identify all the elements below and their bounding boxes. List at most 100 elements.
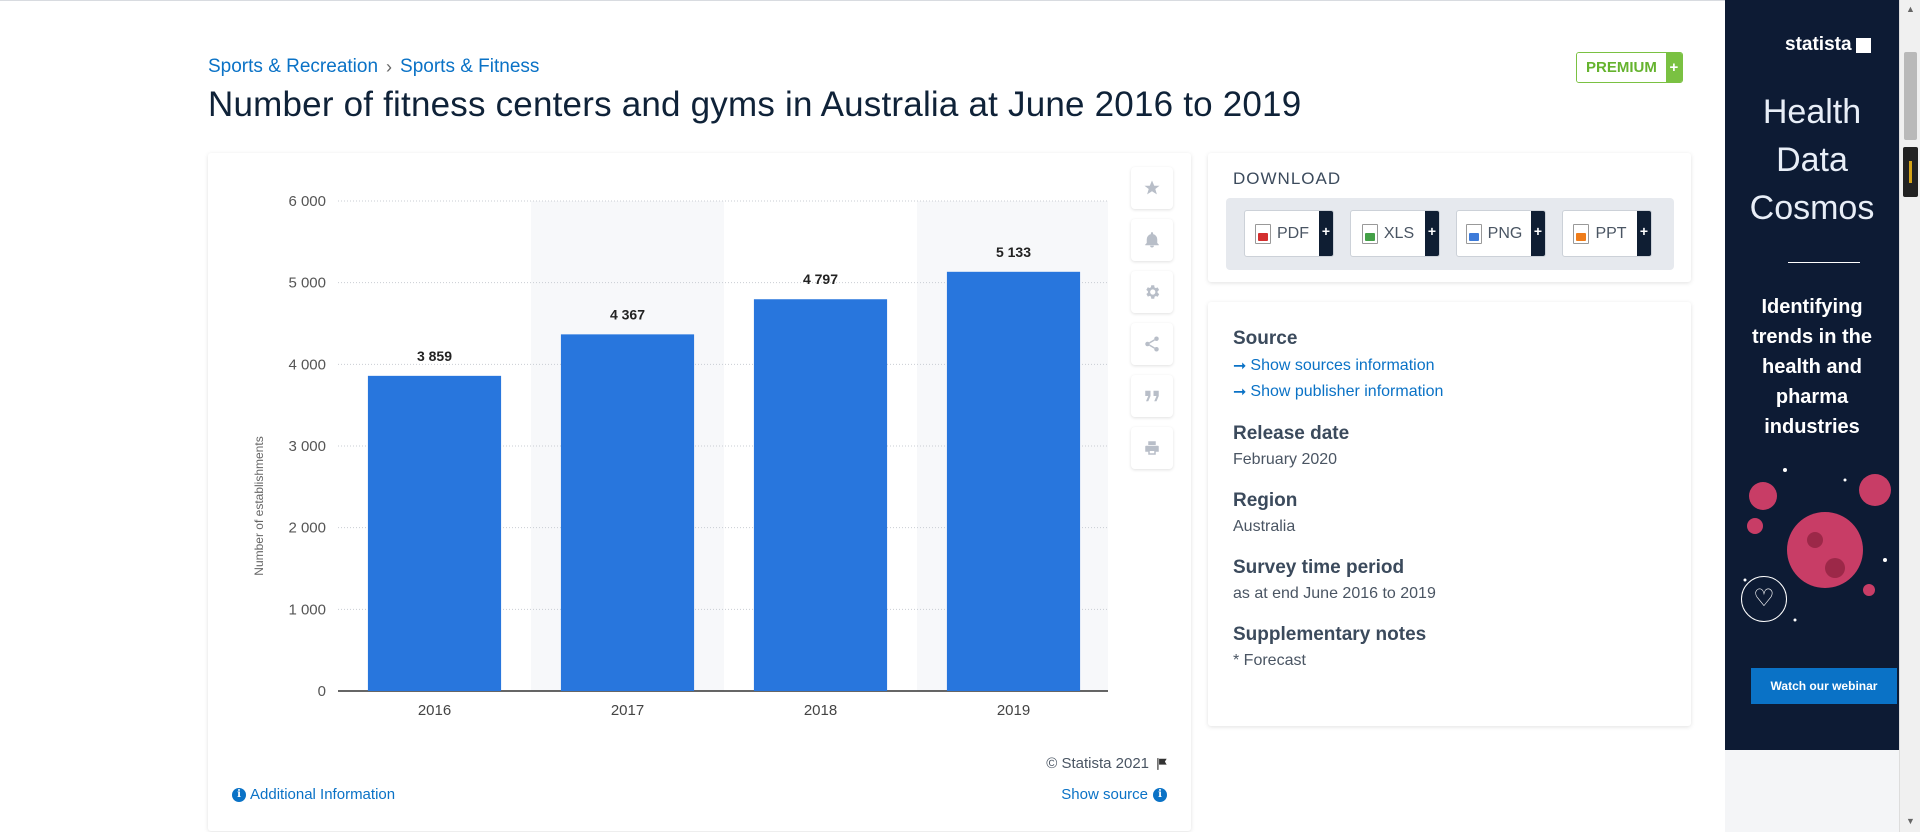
scroll-down-arrow-icon[interactable]: ▼ <box>1906 816 1915 826</box>
download-card: DOWNLOAD PDF + XLS + PNG + PPT + <box>1208 153 1691 282</box>
x-tick-label: 2016 <box>418 702 451 719</box>
y-tick-label: 3 000 <box>288 438 326 455</box>
page: Sports & Recreation › Sports & Fitness N… <box>0 0 1725 832</box>
heart-icon: ♡ <box>1741 576 1787 622</box>
notes-value: * Forecast <box>1233 652 1306 669</box>
page-title: Number of fitness centers and gyms in Au… <box>208 85 1302 124</box>
scroll-up-arrow-icon[interactable]: ▲ <box>1906 4 1915 14</box>
print-button[interactable] <box>1131 427 1173 469</box>
additional-info-label: Additional Information <box>250 786 396 803</box>
cite-button[interactable] <box>1131 375 1173 417</box>
show-source-label: Show source <box>1061 786 1148 803</box>
print-icon <box>1145 441 1159 455</box>
statista-logo-icon <box>1855 37 1871 53</box>
ppt-file-icon <box>1573 223 1590 244</box>
y-tick-label: 4 000 <box>288 356 326 373</box>
show-publisher-label: Show publisher information <box>1250 383 1444 400</box>
ad-headline: Health Data Cosmos <box>1725 88 1899 232</box>
statistic-info-card: Source ➞ Show sources information ➞ Show p… <box>1208 302 1691 726</box>
ad-brand-label: statista <box>1785 34 1852 55</box>
ad-subtext-line: Identifying <box>1761 296 1863 318</box>
breadcrumb-separator: › <box>386 56 393 77</box>
y-tick-label: 6 000 <box>288 193 326 210</box>
x-tick-label: 2018 <box>804 702 837 719</box>
ad-subtext-line: trends in the <box>1751 326 1872 348</box>
release-heading: Release date <box>1233 423 1350 444</box>
region-section: Region Australia <box>1233 490 1443 536</box>
bar <box>946 271 1081 691</box>
gear-icon <box>1146 285 1160 299</box>
quote-icon <box>1145 390 1159 402</box>
info-icon: i <box>232 787 246 802</box>
y-axis-label: Number of establishments <box>252 436 266 575</box>
premium-label: PREMIUM <box>1577 53 1666 82</box>
period-section: Survey time period as at end June 2016 t… <box>1233 557 1443 603</box>
ad-banner[interactable]: statista Health Data Cosmos Identifying … <box>1725 0 1899 750</box>
release-value: February 2020 <box>1233 451 1338 468</box>
premium-plus-icon: + <box>1665 53 1682 82</box>
y-tick-label: 5 000 <box>288 275 326 292</box>
additional-info-link[interactable]: i Additional Information <box>232 786 395 803</box>
bar-chart: 0 1 000 2 000 3 000 4 000 5 000 6 000 Number of… <box>252 193 1108 719</box>
bar <box>367 375 502 691</box>
period-value: as at end June 2016 to 2019 <box>1233 585 1436 602</box>
download-png-button[interactable]: PNG + <box>1456 210 1546 257</box>
plus-icon: + <box>1425 211 1439 256</box>
source-section: Source ➞ Show sources information ➞ Show p… <box>1233 328 1443 402</box>
download-title: DOWNLOAD <box>1233 169 1342 188</box>
download-ppt-button[interactable]: PPT + <box>1562 210 1652 257</box>
ad-cta-button[interactable]: Watch our webinar <box>1751 668 1897 704</box>
share-button[interactable] <box>1131 323 1173 365</box>
download-ppt-label: PPT <box>1595 224 1627 242</box>
show-sources-label: Show sources information <box>1250 357 1435 374</box>
x-tick-label: 2017 <box>611 702 644 719</box>
breadcrumb: Sports & Recreation › Sports & Fitness <box>208 56 539 78</box>
ad-divider <box>1788 262 1860 263</box>
chart-toolbar <box>1131 167 1173 469</box>
x-tick-label: 2019 <box>997 702 1030 719</box>
ad-headline-line: Data <box>1776 141 1848 179</box>
vertical-scrollbar[interactable]: ▲ ▼ <box>1899 0 1920 832</box>
scroll-marker <box>1903 147 1918 197</box>
download-xls-button[interactable]: XLS + <box>1350 210 1440 257</box>
bell-icon <box>1145 232 1159 248</box>
ad-subtext-line: pharma <box>1775 386 1849 408</box>
notes-heading: Supplementary notes <box>1233 624 1427 645</box>
ad-subtext-line: health and <box>1761 356 1862 378</box>
download-pdf-button[interactable]: PDF + <box>1244 210 1334 257</box>
breadcrumb-link-sports-fitness[interactable]: Sports & Fitness <box>400 56 540 77</box>
star-icon <box>1144 180 1160 195</box>
show-sources-link[interactable]: ➞ Show sources information <box>1233 356 1443 376</box>
arrow-right-icon: ➞ <box>1233 384 1247 401</box>
favorite-button[interactable] <box>1131 167 1173 209</box>
png-file-icon <box>1465 223 1482 244</box>
period-heading: Survey time period <box>1233 557 1405 578</box>
chart-credit: © Statista 2021 <box>1046 755 1169 772</box>
notification-button[interactable] <box>1131 219 1173 261</box>
flag-icon[interactable] <box>1155 757 1169 771</box>
ad-subtext: Identifying trends in the health and pha… <box>1725 292 1899 442</box>
y-tick-label: 0 <box>318 683 326 700</box>
planet-illustration <box>1743 468 1891 622</box>
breadcrumb-link-sports-recreation[interactable]: Sports & Recreation <box>208 56 379 77</box>
download-pdf-label: PDF <box>1277 224 1309 242</box>
data-label: 4 367 <box>610 306 645 322</box>
settings-button[interactable] <box>1131 271 1173 313</box>
data-label: 4 797 <box>803 271 838 287</box>
plus-icon: + <box>1637 211 1651 256</box>
data-label: 5 133 <box>996 244 1031 260</box>
show-publisher-link[interactable]: ➞ Show publisher information <box>1233 382 1443 402</box>
ad-subtext-line: industries <box>1764 416 1860 438</box>
ad-headline-line: Health <box>1762 93 1862 131</box>
pdf-file-icon <box>1255 223 1271 244</box>
source-heading: Source <box>1233 328 1298 349</box>
ad-brand: statista <box>1785 34 1871 56</box>
notes-section: Supplementary notes * Forecast <box>1233 624 1443 670</box>
show-source-link[interactable]: Show source i <box>1061 786 1167 803</box>
scrollbar-thumb[interactable] <box>1904 52 1917 140</box>
chart-card: 0 1 000 2 000 3 000 4 000 5 000 6 000 Number of… <box>208 153 1191 831</box>
data-label: 3 859 <box>417 348 452 364</box>
premium-button[interactable]: PREMIUM + <box>1576 52 1683 83</box>
download-png-label: PNG <box>1487 224 1523 242</box>
y-tick-label: 1 000 <box>288 601 326 618</box>
